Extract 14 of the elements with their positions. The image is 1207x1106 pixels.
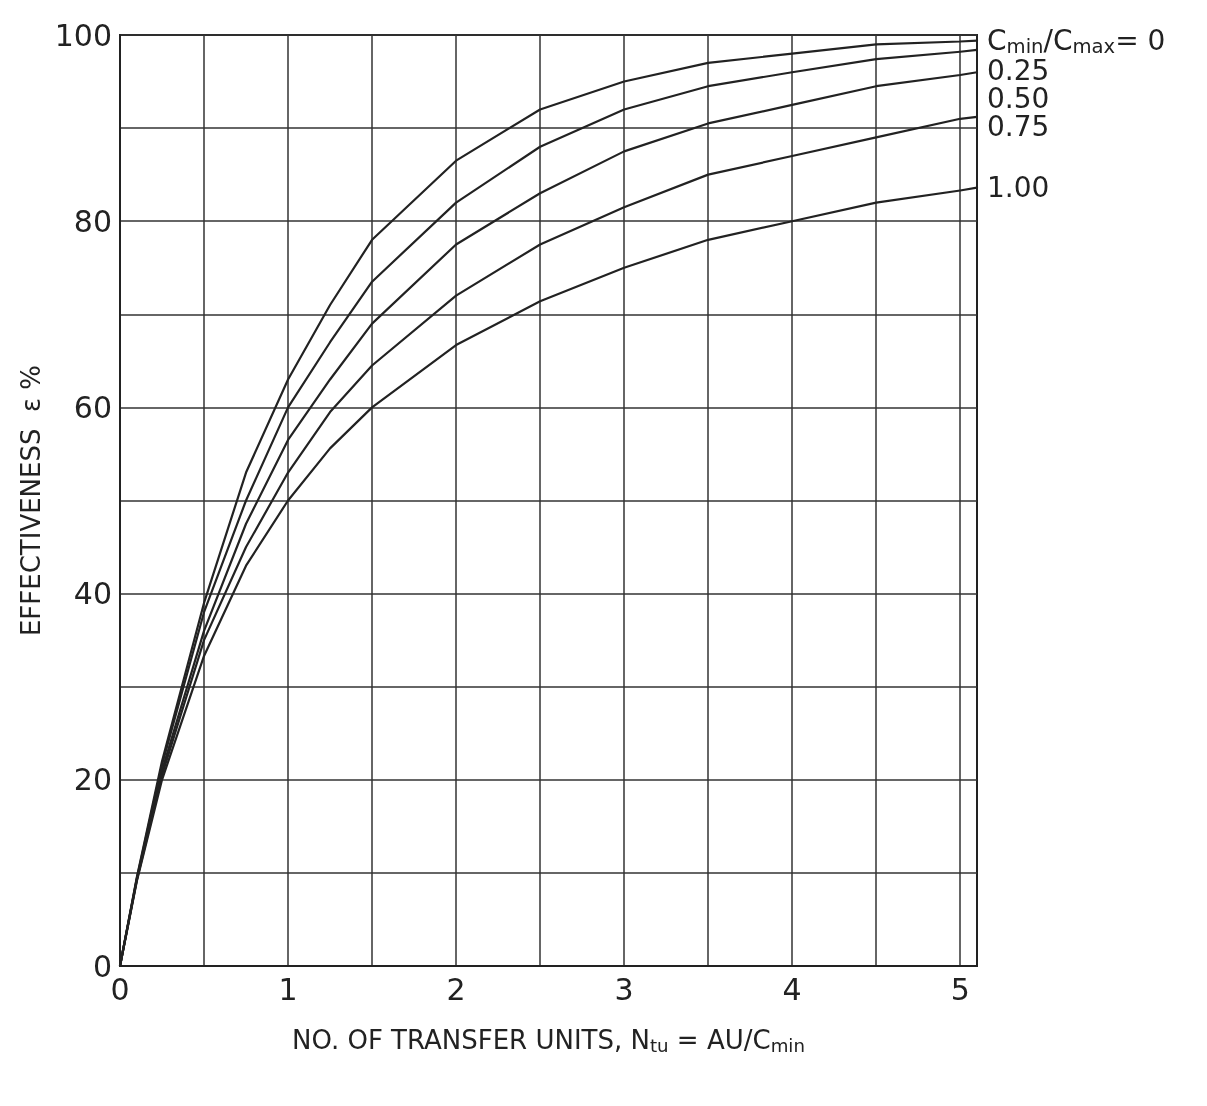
y-tick-label: 100	[54, 17, 112, 53]
x-axis-title: NO. OF TRANSFER UNITS, Ntu = AU/Cmin	[292, 1025, 805, 1056]
y-tick-label: 80	[73, 203, 112, 239]
y-tick-label: 20	[73, 762, 112, 798]
x-tick-label: 4	[782, 971, 802, 1007]
x-tick-label: 3	[614, 971, 634, 1007]
x-tick-label: 5	[950, 971, 970, 1007]
series-label: 1.00	[987, 171, 1050, 205]
x-tick-label: 1	[278, 971, 298, 1007]
y-tick-label: 60	[73, 389, 112, 425]
y-tick-label: 40	[73, 576, 112, 612]
y-tick-label: 0	[92, 948, 112, 984]
x-tick-label: 2	[446, 971, 466, 1007]
y-axis-title: EFFECTIVENESS ε %	[15, 364, 46, 637]
